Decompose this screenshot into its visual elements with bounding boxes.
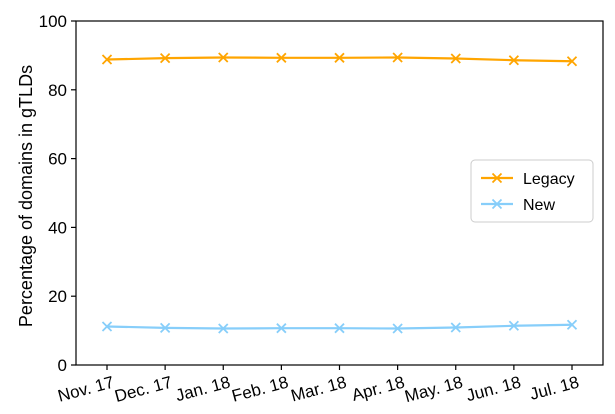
x-tick-label: Jul. 18 [528,373,581,404]
data-point [159,53,171,64]
legend: Legacy New [470,159,594,223]
y-tick-label: 0 [58,356,67,375]
data-point [101,321,113,332]
y-tick-label: 40 [48,218,67,237]
data-point [450,322,461,333]
y-axis-label: Percentage of domains in gTLDs [16,65,36,327]
x-tick-label: Dec. 17 [113,373,175,407]
y-tick-label: 60 [48,150,67,169]
data-point [218,52,229,63]
data-point [392,52,403,63]
legend-box [470,159,594,223]
data-point [276,52,287,63]
legend-label: Legacy [523,171,575,188]
x-tick-label: Nov. 17 [56,373,116,406]
y-tick-label: 20 [48,287,67,306]
x-tick-label: Feb. 18 [230,373,291,406]
x-tick-label: Jun. 18 [464,373,523,406]
y-axis: 0 20 40 60 80 100 [39,12,76,375]
data-point [508,55,520,66]
data-point [101,54,113,65]
data-point [159,322,171,333]
x-tick-label: Mar. 18 [289,373,349,406]
legend-marker [491,172,503,184]
data-point [392,323,403,334]
data-point [218,323,229,334]
data-point [566,56,578,67]
series-legacy [101,52,578,67]
data-point [566,319,578,330]
x-tick-label: Jan. 18 [174,373,233,406]
data-point [334,52,345,63]
legend-label: New [523,197,555,214]
data-point [334,323,345,334]
series-new [101,319,578,334]
series-layer [101,52,578,334]
data-point [450,53,461,64]
data-point [276,323,287,334]
legend-item-legacy: Legacy [481,171,575,188]
x-tick-label: May. 18 [403,373,465,407]
y-tick-label: 100 [39,12,67,31]
x-tick-label: Apr. 18 [350,373,407,405]
data-point [508,320,520,331]
y-tick-label: 80 [48,81,67,100]
legend-marker [491,198,503,210]
legend-item-new: New [481,197,555,214]
